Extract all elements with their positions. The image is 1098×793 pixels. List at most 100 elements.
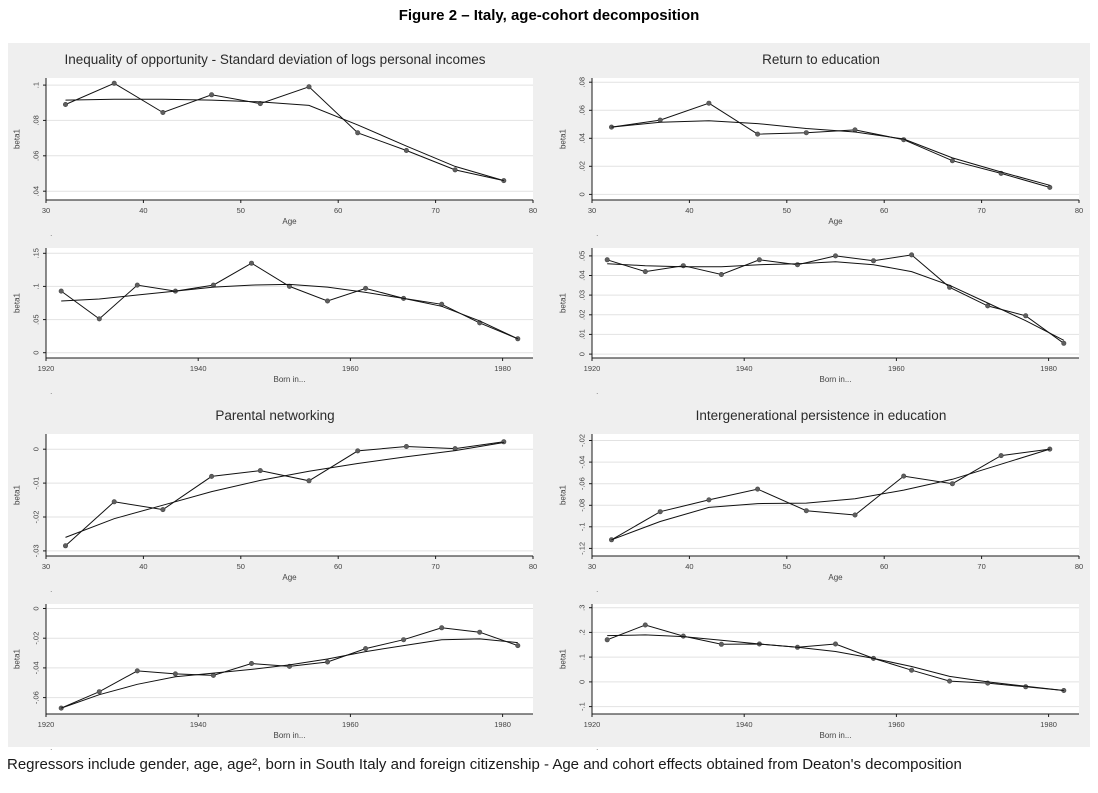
svg-text:beta1: beta1 — [559, 648, 568, 669]
chart-intergen-persistence-age: -.12 -.1 -.08 -.06 -.04 -.02 30 40 50 60 70 80 beta1… — [559, 434, 1083, 582]
svg-text:1920: 1920 — [584, 364, 601, 373]
figure-area: Inequality of opportunity - Standard dev… — [8, 43, 1090, 752]
svg-text:0: 0 — [578, 352, 587, 356]
svg-text:.02: .02 — [578, 161, 587, 171]
svg-text:-.08: -.08 — [578, 499, 587, 512]
svg-text:Age: Age — [282, 573, 297, 582]
svg-text:beta1: beta1 — [559, 128, 568, 149]
panel-title-intergenerational-persistence: Intergenerational persistence in educati… — [695, 408, 947, 423]
svg-text:1940: 1940 — [190, 364, 207, 373]
panel-title-return-to-education: Return to education — [762, 52, 880, 67]
panel-title-parental-networking: Parental networking — [215, 408, 335, 423]
chart-inequality-age: .04 .06 .08 .1 30 40 50 60 70 80 beta1 Age — [13, 78, 537, 226]
chart-note-dot: . — [596, 386, 599, 396]
svg-text:1940: 1940 — [190, 720, 207, 729]
svg-text:70: 70 — [431, 562, 439, 571]
chart-parental-networking-cohort: -.06 -.04 -.02 0 1920 1940 1960 1980 beta1 Born i… — [13, 604, 533, 740]
svg-text:70: 70 — [431, 206, 439, 215]
svg-text:beta1: beta1 — [13, 128, 22, 149]
panel-title-inequality: Inequality of opportunity - Standard dev… — [64, 52, 486, 67]
svg-text:.08: .08 — [32, 115, 41, 125]
svg-text:.15: .15 — [32, 248, 41, 258]
svg-text:.05: .05 — [32, 314, 41, 324]
panel-intergenerational-persistence: Intergenerational persistence in educati… — [554, 405, 1088, 755]
svg-text:80: 80 — [529, 206, 537, 215]
svg-text:Age: Age — [282, 217, 297, 226]
svg-text:1980: 1980 — [1040, 720, 1057, 729]
svg-text:Age: Age — [828, 217, 843, 226]
svg-text:40: 40 — [139, 562, 147, 571]
svg-text:1980: 1980 — [494, 720, 511, 729]
svg-text:Age: Age — [828, 573, 843, 582]
chart-parental-networking-age: -.03 -.02 -.01 0 30 40 50 60 70 80 beta1 Age — [13, 434, 537, 582]
svg-text:1960: 1960 — [342, 720, 359, 729]
svg-text:1920: 1920 — [584, 720, 601, 729]
svg-text:.06: .06 — [578, 105, 587, 115]
svg-text:70: 70 — [977, 206, 985, 215]
svg-text:60: 60 — [334, 562, 342, 571]
svg-text:.06: .06 — [32, 151, 41, 161]
chart-return-education-cohort: 0 .01 .02 .03 .04 .05 1920 1940 1960 1980 beta1 Bor… — [559, 248, 1079, 384]
svg-text:.04: .04 — [578, 270, 587, 280]
svg-text:-.02: -.02 — [32, 632, 41, 645]
svg-text:Born in...: Born in... — [819, 731, 851, 740]
svg-text:80: 80 — [1075, 206, 1083, 215]
svg-text:beta1: beta1 — [13, 648, 22, 669]
svg-text:1960: 1960 — [342, 364, 359, 373]
svg-text:40: 40 — [685, 562, 693, 571]
svg-text:30: 30 — [42, 206, 50, 215]
svg-text:.01: .01 — [578, 329, 587, 339]
svg-text:-.02: -.02 — [578, 434, 587, 447]
svg-text:0: 0 — [32, 447, 41, 451]
figure-left-column: Inequality of opportunity - Standard dev… — [8, 49, 542, 752]
svg-text:50: 50 — [237, 206, 245, 215]
svg-text:.05: .05 — [578, 251, 587, 261]
figure-title: Figure 2 – Italy, age-cohort decompositi… — [398, 7, 700, 24]
svg-text:0: 0 — [578, 192, 587, 196]
chart-note-dot: . — [50, 386, 53, 396]
svg-text:40: 40 — [139, 206, 147, 215]
svg-text:80: 80 — [1075, 562, 1083, 571]
svg-text:1960: 1960 — [888, 364, 905, 373]
svg-text:-.01: -.01 — [32, 477, 41, 490]
chart-note-dot: . — [50, 742, 53, 752]
svg-text:-.1: -.1 — [578, 702, 587, 711]
svg-text:30: 30 — [42, 562, 50, 571]
svg-text:.03: .03 — [578, 290, 587, 300]
svg-text:1920: 1920 — [38, 720, 55, 729]
svg-text:1920: 1920 — [38, 364, 55, 373]
chart-return-education-age: 0 .02 .04 .06 .08 30 40 50 60 70 80 beta1 Age — [559, 77, 1084, 226]
svg-text:beta1: beta1 — [13, 484, 22, 505]
svg-text:Born in...: Born in... — [819, 375, 851, 384]
svg-text:0: 0 — [578, 680, 587, 684]
svg-text:.1: .1 — [32, 82, 41, 88]
svg-text:30: 30 — [588, 206, 596, 215]
svg-text:60: 60 — [880, 206, 888, 215]
chart-inequality-cohort: 0 .05 .1 .15 1920 1940 1960 1980 beta1 Born in... — [13, 248, 533, 384]
svg-text:.04: .04 — [32, 186, 41, 196]
chart-note-dot: . — [596, 742, 599, 752]
svg-text:-.04: -.04 — [32, 661, 41, 674]
svg-text:1980: 1980 — [1040, 364, 1057, 373]
svg-text:-.02: -.02 — [32, 511, 41, 524]
panel-inequality-of-opportunity: Inequality of opportunity - Standard dev… — [8, 49, 542, 399]
svg-text:-.1: -.1 — [578, 522, 587, 531]
svg-text:1960: 1960 — [888, 720, 905, 729]
svg-text:40: 40 — [685, 206, 693, 215]
figure-right-column: Return to education 0 .02 .04 .06 .08 30 40 50 6… — [554, 49, 1088, 752]
svg-text:0: 0 — [32, 351, 41, 355]
svg-text:70: 70 — [977, 562, 985, 571]
svg-text:-.06: -.06 — [578, 477, 587, 490]
svg-text:-.04: -.04 — [578, 456, 587, 469]
svg-text:beta1: beta1 — [559, 292, 568, 313]
svg-text:80: 80 — [529, 562, 537, 571]
svg-text:.04: .04 — [578, 133, 587, 143]
svg-text:60: 60 — [334, 206, 342, 215]
svg-text:-.06: -.06 — [32, 691, 41, 704]
svg-text:0: 0 — [32, 606, 41, 610]
chart-note-dot: . — [596, 228, 599, 238]
svg-text:-.03: -.03 — [32, 544, 41, 557]
panel-parental-networking: Parental networking -.03 -.02 -.01 0 30 40 50 6… — [8, 405, 542, 755]
svg-text:.02: .02 — [578, 310, 587, 320]
chart-note-dot: . — [50, 584, 53, 594]
